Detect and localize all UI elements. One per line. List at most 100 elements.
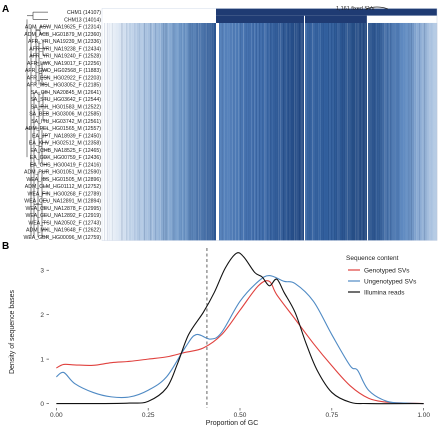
heatmap-streak (360, 23, 361, 241)
heatmap-streak (172, 23, 174, 241)
heatmap-block (216, 23, 219, 241)
x-tick-label: 0.75 (325, 412, 338, 419)
heatmap-streak (276, 23, 278, 241)
heatmap-streak (353, 23, 355, 241)
heatmap-streak (310, 23, 312, 241)
sample-label: SA_PJL_HG01583_M (12522) (31, 104, 102, 110)
heatmap-streak (369, 23, 371, 241)
heatmap-streak (252, 23, 254, 241)
series-line-ungenotyped-svs (56, 275, 424, 405)
heatmap-streak (209, 23, 211, 241)
heatmap-streak (152, 23, 153, 241)
heatmap-streak (388, 23, 390, 241)
sample-label: CHM1 (14107) (67, 10, 101, 16)
heatmap-streak (177, 23, 179, 241)
heatmap-streak (136, 23, 137, 241)
heatmap-streak (148, 23, 150, 241)
heatmap-streak (320, 23, 321, 241)
sample-label: ADM_MXL_NA19648_F (12622) (26, 228, 101, 234)
heatmap-streak (316, 23, 318, 241)
sample-label: EA_JPT_NA18939_F (12450) (32, 133, 101, 139)
heatmap-streak (161, 23, 163, 241)
heatmap-streak (334, 23, 336, 241)
heatmap-streak (211, 23, 212, 241)
sample-label: WEA_CEU_NA12878_F (12995) (25, 206, 101, 212)
heatmap-streak (387, 23, 388, 241)
heatmap-streak (230, 23, 232, 241)
heatmap-streak (113, 23, 115, 241)
heatmap-streak (168, 23, 169, 241)
legend-entry: Genotyped SVs (364, 267, 410, 274)
heatmap-streak (160, 23, 161, 241)
panel-b-letter: B (2, 241, 9, 252)
sample-label: WEA_CEU_NA12891_M (12894) (24, 199, 101, 205)
heatmap-streak (219, 23, 220, 241)
heatmap-streak (190, 23, 192, 241)
heatmap-streak (201, 23, 203, 241)
heatmap-streak (131, 23, 132, 241)
heatmap-streak (398, 23, 400, 241)
heatmap-streak (164, 23, 166, 241)
heatmap-streak (364, 23, 366, 241)
heatmap-row (216, 8, 437, 16)
heatmap-streak (339, 23, 340, 241)
heatmap-streak (185, 23, 187, 241)
heatmap-streak (420, 23, 422, 241)
fixed-svs-annotation: 1,161 fixed SVs (336, 6, 389, 12)
heatmap-streak (332, 23, 334, 241)
heatmap-streak (107, 23, 108, 241)
heatmap-streak (355, 23, 356, 241)
heatmap-streak (193, 23, 195, 241)
heatmap-streak (182, 23, 184, 241)
heatmap-streak (163, 23, 164, 241)
x-axis-label: Proportion of GC (206, 420, 259, 427)
heatmap-streak (232, 23, 233, 241)
y-axis-label: Density of sequence bases (9, 289, 16, 374)
heatmap-streak (299, 23, 300, 241)
heatmap-streak (246, 23, 248, 241)
sample-label: ADM_ASW_NA19625_F (12314) (25, 25, 101, 31)
heatmap-streak (144, 23, 145, 241)
heatmap-streak (264, 23, 265, 241)
heatmap-border (101, 8, 438, 241)
phylogenetic-tree (26, 11, 48, 238)
heatmap-streak (300, 23, 302, 241)
heatmap-streak (128, 23, 129, 241)
heatmap-streak (249, 23, 251, 241)
heatmap-streak (284, 23, 286, 241)
heatmap-streak (358, 23, 360, 241)
heatmap-streak (260, 23, 262, 241)
heatmap-streak (153, 23, 155, 241)
heatmap-streak (403, 23, 404, 241)
heatmap-streak (273, 23, 275, 241)
sample-label: WEA_CEU_NA12892_F (12919) (25, 213, 101, 219)
x-tick-label: 0.00 (50, 412, 63, 419)
heatmap-streak (192, 23, 193, 241)
heatmap-streak (204, 23, 206, 241)
heatmap-streak (203, 23, 204, 241)
heatmap-streak (176, 23, 177, 241)
heatmap-streak (424, 23, 425, 241)
heatmap-streak (240, 23, 241, 241)
heatmap-streak (224, 23, 225, 241)
heatmap-streak (158, 23, 160, 241)
heatmap-streak (382, 23, 384, 241)
heatmap-streak (291, 23, 292, 241)
heatmap-streak (195, 23, 196, 241)
sample-label: AFR_MSL_HG03052_F (12185) (27, 83, 102, 89)
heatmap-block (219, 23, 304, 241)
legend-title: Sequence content (346, 255, 399, 262)
heatmap-streak (336, 23, 337, 241)
heatmap-streak (404, 23, 406, 241)
heatmap-streak (331, 23, 332, 241)
heatmap-streak (329, 23, 331, 241)
heatmap-streak (363, 23, 364, 241)
heatmap-streak (313, 23, 315, 241)
heatmap-streak (270, 23, 272, 241)
heatmap-streak (134, 23, 136, 241)
heatmap-streak (324, 23, 326, 241)
heatmap-streak (366, 23, 368, 241)
heatmap-streak (328, 23, 329, 241)
heatmap-streak (372, 23, 374, 241)
heatmap-streak (212, 23, 214, 241)
